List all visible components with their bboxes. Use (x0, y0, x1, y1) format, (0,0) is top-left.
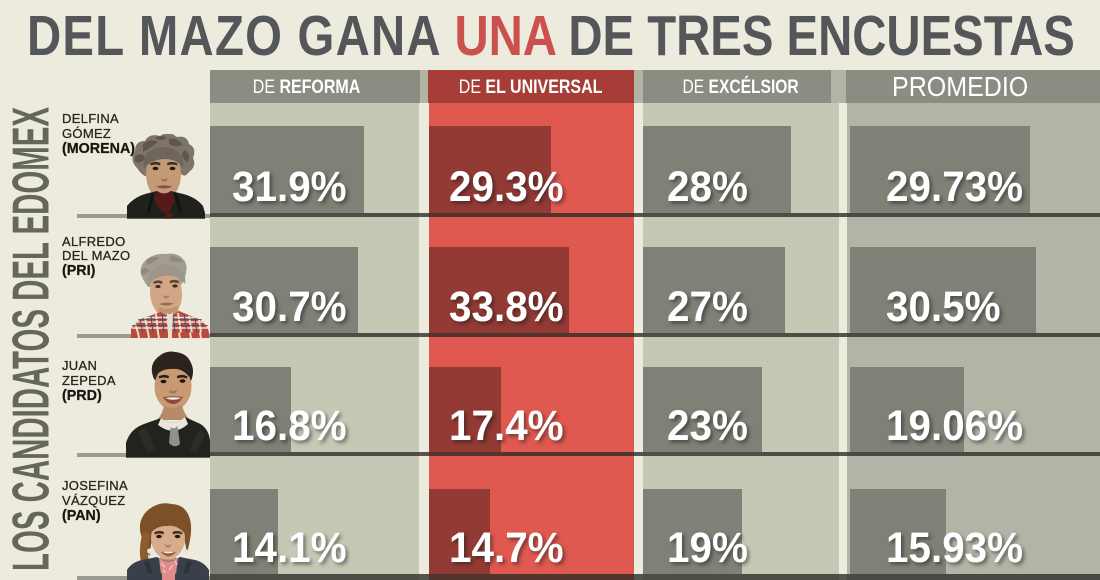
svg-text:LOS CANDIDATOS DEL EDOMEX: LOS CANDIDATOS DEL EDOMEX (3, 107, 61, 571)
